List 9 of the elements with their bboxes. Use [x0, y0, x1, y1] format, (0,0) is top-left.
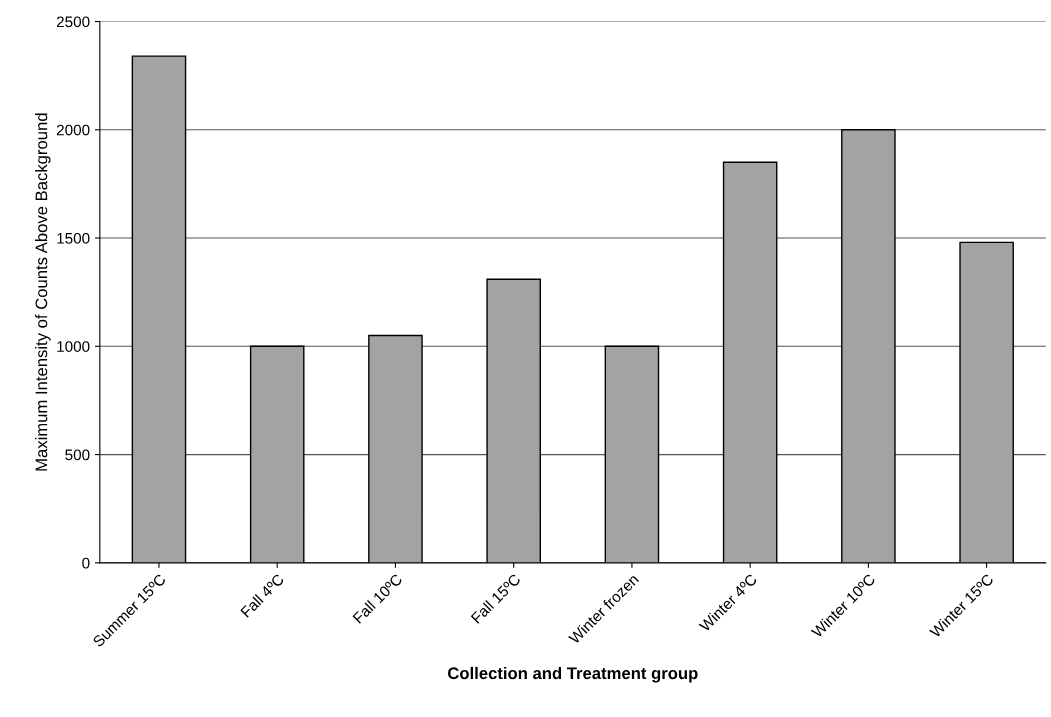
y-tick-label: 0 — [82, 557, 90, 569]
y-tick-label: 1000 — [57, 341, 90, 352]
y-tick-label: 2500 — [56, 16, 90, 28]
y-tick-label: 1500 — [57, 232, 90, 244]
y-tick-label: 2000 — [56, 124, 90, 136]
y-tick-label: 500 — [65, 449, 90, 461]
y-axis-title: Maximum Intensity of Counts Above Background — [35, 113, 51, 471]
x-tick-label: Fall 4ºC — [239, 572, 285, 618]
x-axis-title: Collection and Treatment group — [448, 666, 698, 683]
